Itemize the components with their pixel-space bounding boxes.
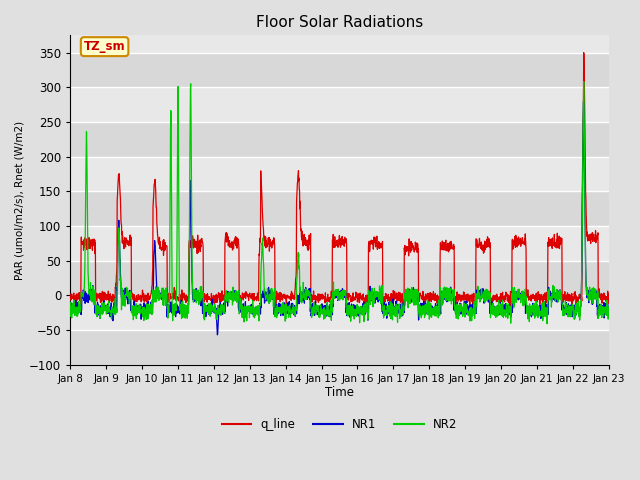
q_line bbox=[491, 296, 499, 302]
q_line bbox=[94, 291, 102, 297]
NR1 bbox=[94, 303, 102, 309]
q_line bbox=[67, 291, 74, 297]
NR2 bbox=[605, 311, 612, 317]
NR2 bbox=[314, 309, 322, 314]
NR1 bbox=[491, 305, 499, 311]
Bar bbox=[70, 261, 609, 295]
q_line bbox=[314, 291, 322, 297]
NR1 bbox=[589, 291, 597, 297]
NR2 bbox=[580, 79, 588, 84]
Bar bbox=[70, 122, 609, 156]
NR1 bbox=[67, 305, 74, 311]
NR2 bbox=[490, 304, 498, 310]
q_line bbox=[605, 300, 612, 306]
NR1 bbox=[328, 312, 336, 318]
NR1 bbox=[605, 305, 612, 311]
X-axis label: Time: Time bbox=[325, 386, 354, 399]
q_line bbox=[590, 231, 598, 237]
Text: TZ_sm: TZ_sm bbox=[84, 40, 125, 53]
NR2 bbox=[590, 289, 598, 295]
Line: q_line: q_line bbox=[70, 53, 609, 306]
Line: NR2: NR2 bbox=[70, 82, 609, 324]
NR1 bbox=[214, 332, 221, 338]
NR2 bbox=[543, 321, 551, 326]
Line: NR1: NR1 bbox=[70, 102, 609, 335]
q_line bbox=[328, 237, 336, 243]
q_line bbox=[589, 235, 597, 240]
NR2 bbox=[67, 303, 74, 309]
Title: Floor Solar Radiations: Floor Solar Radiations bbox=[256, 15, 423, 30]
Bar bbox=[70, 330, 609, 365]
Y-axis label: PAR (umol/m2/s), Rnet (W/m2): PAR (umol/m2/s), Rnet (W/m2) bbox=[15, 120, 25, 279]
Bar bbox=[70, 87, 609, 122]
Bar bbox=[70, 226, 609, 261]
q_line bbox=[580, 50, 588, 56]
Bar bbox=[70, 295, 609, 330]
NR1 bbox=[580, 99, 588, 105]
NR2 bbox=[328, 306, 336, 312]
NR1 bbox=[314, 309, 322, 314]
NR1 bbox=[590, 293, 598, 299]
q_line bbox=[211, 303, 218, 309]
NR2 bbox=[589, 285, 597, 290]
Bar bbox=[70, 156, 609, 192]
Bar bbox=[70, 192, 609, 226]
NR2 bbox=[94, 303, 102, 309]
Legend: q_line, NR1, NR2: q_line, NR1, NR2 bbox=[217, 413, 462, 436]
Bar bbox=[70, 53, 609, 87]
